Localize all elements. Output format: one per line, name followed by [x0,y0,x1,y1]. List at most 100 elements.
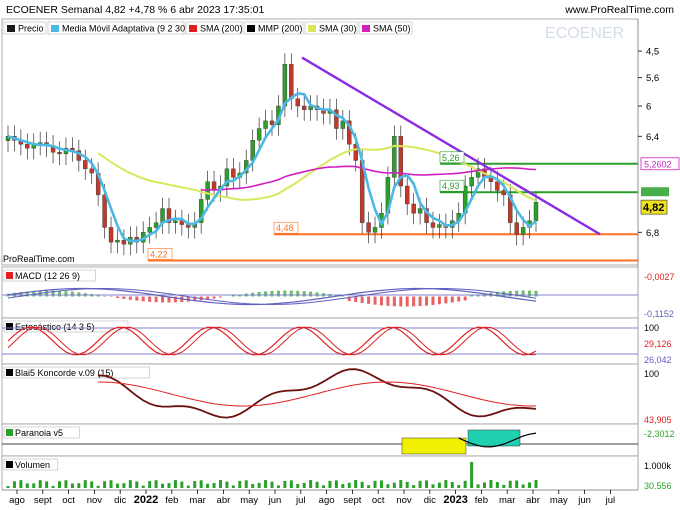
legend-swatch [51,25,59,32]
x-tick-label: oct [62,495,75,506]
moving-averages [7,92,537,243]
legend-swatch [308,25,316,32]
legend: Precio Media Móvil Adaptativa (9 2 30) SMA… [3,21,413,35]
candle [89,168,94,174]
candle [392,136,397,178]
panel-swatch [6,323,13,330]
candle [437,224,442,228]
x-tick-label: nov [396,495,412,506]
price-tick-label: 6,8 [646,228,659,239]
candle [340,120,346,129]
indicator-panel[interactable]: Volumen 1.000k 30.556 [1,455,672,491]
candle [153,222,159,228]
candle [57,152,62,155]
candle [231,168,236,178]
candle [121,239,127,245]
candle [173,220,178,223]
candle [520,227,526,235]
panel-value: 1.000k [644,461,672,471]
x-tick-label: jul [605,495,616,506]
legend-item[interactable]: SMA (200) [185,21,243,35]
last-price-badge: 4,82 [643,202,664,214]
x-tick-label: jul [295,495,306,506]
x-tick-label: sept [34,495,52,506]
source-note: ProRealTime.com [3,254,75,264]
site-label: www.ProRealTime.com [564,4,674,16]
candle [263,120,268,129]
price-panel[interactable]: ECOENER Precio Media Móvil Adaptativa (9 … [1,18,639,266]
x-tick-label: abr [217,495,231,506]
candle [166,208,172,223]
price-tick-label: 5,6 [646,73,659,84]
candle [398,136,403,187]
candle [5,136,11,141]
candle [224,168,230,187]
candle [514,222,519,235]
candle [475,168,481,178]
panel-value: -2,3012 [644,429,675,439]
sma50-value-badge: 5,2602 [644,159,672,169]
x-tick-label: feb [475,495,488,506]
indicator-panel[interactable]: Paranoia v5 -2,3012 [1,423,675,457]
panel-value: -0,0027 [644,272,675,282]
legend-item[interactable]: MMP (200) [243,21,304,35]
level-label: 4,93 [442,181,460,191]
candle [372,227,378,233]
panel-title: Paranoia v5 [15,428,63,438]
level-labels: 5,26 4,93 4,48 4,22 [147,151,465,260]
x-tick-label: 2022 [134,494,158,506]
candle [501,190,507,196]
candle [179,220,185,225]
x-tick-label: jun [577,495,591,506]
panel-value: 100 [644,369,659,379]
x-tick-label: 2023 [443,494,467,506]
x-tick-label: may [240,495,258,506]
candle [366,222,371,233]
panel-swatch [6,369,13,376]
candle [353,143,358,161]
candle [282,63,288,107]
candle [301,105,307,110]
trendline [301,56,601,236]
x-tick-label: jun [268,495,282,506]
legend-label: SMA (50) [373,24,411,34]
panel-title: MACD (12 26 9) [15,271,80,281]
candle [83,160,88,170]
x-tick-label: ago [319,495,335,506]
candle [411,203,416,214]
candle [533,201,539,221]
candle [417,208,423,214]
indicator-panel[interactable]: MACD (12 26 9) -0,0027 -0,1152 [1,266,675,319]
panel-swatch [6,429,13,436]
level-lines [148,162,638,262]
candle [160,208,165,223]
level-label: 5,26 [442,153,460,163]
level-label: 4,48 [276,223,294,233]
indicator-panel[interactable]: Blai5 Koncorde v.09 (15) 100 43,905 [1,363,672,425]
legend-swatch [362,25,370,32]
legend-item[interactable]: Precio [3,21,47,35]
panel-title: Blai5 Koncorde v.09 (15) [15,368,113,378]
legend-item[interactable]: Media Móvil Adaptativa (9 2 30) [47,21,188,35]
candle [115,239,120,243]
x-tick-label: feb [165,495,178,506]
x-tick-label: mar [499,495,515,506]
candle [269,120,275,125]
candle [289,63,294,99]
x-tick-label: dic [114,495,126,506]
candle [256,128,262,141]
candle [495,181,500,191]
candle [347,120,352,145]
x-tick-label: may [550,495,568,506]
legend-item[interactable]: SMA (50) [358,21,413,35]
candle [108,227,114,243]
panel-title: Estocástico (14 3 5) [15,322,95,332]
legend-item[interactable]: SMA (30) [304,21,358,35]
candle [405,185,410,205]
panel-value: 29,126 [644,339,672,349]
panel-value: 26,042 [644,355,672,365]
indicator-panel[interactable]: Estocástico (14 3 5) 100 29,126 26,042 [1,317,672,365]
panel-swatch [6,272,13,279]
candle [295,98,300,107]
